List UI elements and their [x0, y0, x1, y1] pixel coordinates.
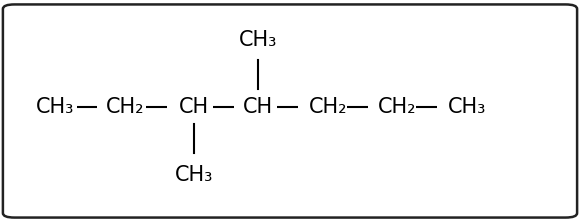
Text: CH₂: CH₂ — [106, 97, 144, 117]
Text: CH: CH — [179, 97, 209, 117]
Text: CH₃: CH₃ — [239, 30, 277, 50]
Text: CH₂: CH₂ — [378, 97, 416, 117]
Text: CH₃: CH₃ — [448, 97, 486, 117]
Text: CH₂: CH₂ — [309, 97, 347, 117]
Text: CH₃: CH₃ — [36, 97, 74, 117]
Text: CH: CH — [243, 97, 273, 117]
Text: CH₃: CH₃ — [175, 165, 213, 185]
